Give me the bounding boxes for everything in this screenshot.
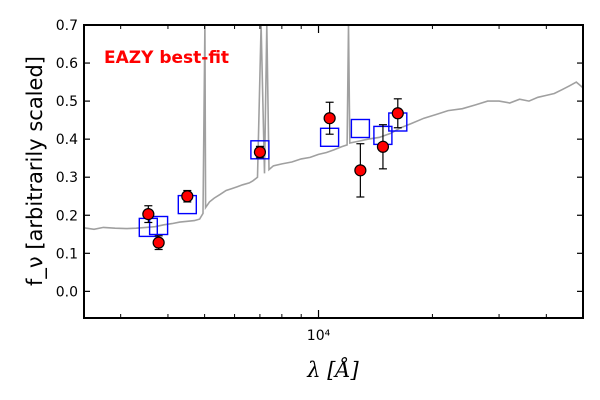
y-axis-label: f_ν [arbitrarily scaled]: [23, 56, 48, 286]
observed-point: [152, 236, 165, 249]
observed-point: [142, 208, 155, 221]
model-flux-square: [350, 118, 371, 139]
y-tick-label: 0.0: [56, 284, 78, 300]
observed-point: [323, 112, 336, 125]
x-axis-label: λ [Å]: [306, 357, 359, 382]
annotation: EAZY best-fit: [104, 48, 229, 68]
plot-area: [84, 25, 583, 251]
y-tick-label: 0.5: [56, 94, 78, 110]
best-fit-spectrum-line: [84, 25, 583, 231]
model-flux-square: [250, 140, 270, 160]
y-tick-label: 0.7: [56, 18, 78, 34]
y-tick-label: 0.2: [56, 208, 78, 224]
model-flux-square: [148, 215, 169, 236]
y-tick-label: 0.4: [56, 132, 78, 148]
observed-point: [253, 145, 267, 159]
axis-ticks: 0.0 0.1 0.2 0.3 0.4 0.5 0.6 0.7 10⁴: [56, 18, 584, 344]
plot-frame: [83, 24, 584, 319]
observed-point: [376, 140, 390, 153]
y-tick-label: 0.6: [56, 56, 78, 72]
observed-point: [391, 107, 404, 120]
observed-point: [181, 190, 194, 203]
y-tick-label: 0.1: [56, 246, 78, 262]
x-tick-label: 10⁴: [307, 328, 331, 344]
y-tick-label: 0.3: [56, 170, 78, 186]
observed-point: [354, 164, 367, 177]
